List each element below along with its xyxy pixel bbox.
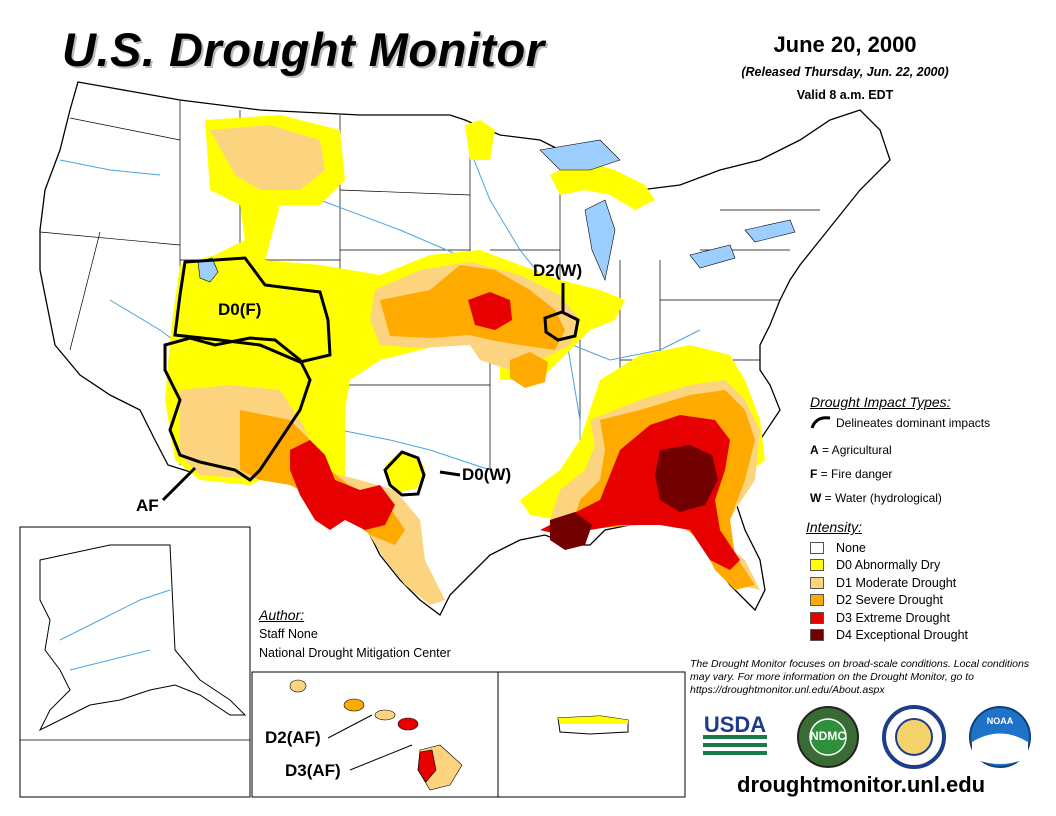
alaska-rivers (59, 589, 171, 671)
legend-label: D4 Exceptional Drought (836, 628, 969, 643)
website-url[interactable]: droughtmonitor.unl.edu (737, 772, 986, 797)
noaa-logo-text: NOAA (986, 716, 1014, 726)
legend-label: D0 Abnormally Dry (836, 558, 941, 573)
label-hawaii-d2af: D2(AF) (265, 728, 321, 747)
label-d0f: D0(F) (218, 300, 262, 319)
label-d0w: D0(W) (462, 465, 512, 484)
ndmc-logo-text: NDMC (810, 729, 846, 743)
legend-item-d2: D2 Severe Drought (810, 592, 968, 610)
d4-areas (550, 445, 718, 550)
impact-line-icon (810, 416, 831, 429)
impact-code: A (810, 443, 819, 457)
impact-fire: F = Fire danger (810, 467, 892, 481)
impact-agricultural: A = Agricultural (810, 443, 892, 457)
water-bodies (197, 139, 796, 283)
author-heading: Author: (259, 607, 305, 623)
legend-label: D3 Extreme Drought (836, 610, 950, 625)
intensity-legend: None D0 Abnormally Dry D1 Moderate Droug… (810, 539, 968, 644)
hawaii-inset-frame (251, 671, 499, 798)
page-title: U.S. Drought Monitor (62, 23, 545, 76)
disclaimer-note: The Drought Monitor focuses on broad-sca… (690, 658, 1030, 696)
legend-label: None (836, 540, 866, 555)
puerto-rico-inset-frame (497, 671, 686, 798)
legend-label: D1 Moderate Drought (836, 575, 957, 590)
hawaii-leader-lines (327, 714, 413, 771)
intensity-heading: Intensity: (806, 519, 863, 535)
legend-label: D2 Severe Drought (836, 593, 944, 608)
legend-swatch (810, 559, 824, 572)
usda-logo-text: USDA (703, 712, 767, 737)
hawaii-islands (289, 679, 463, 791)
map-date: June 20, 2000 (773, 32, 917, 57)
af-boundary (163, 336, 312, 482)
impact-water: W = Water (hydrological) (810, 491, 942, 505)
impact-types-heading: Drought Impact Types: (810, 394, 951, 410)
d0w-boundary (383, 450, 426, 497)
legend-item-d4: D4 Exceptional Drought (810, 627, 968, 645)
label-af: AF (136, 496, 159, 515)
label-hawaii-d3af: D3(AF) (285, 761, 341, 780)
legend-swatch (810, 576, 824, 589)
author-name: Staff None (259, 627, 318, 641)
legend-item-d0: D0 Abnormally Dry (810, 557, 968, 575)
impact-desc: = Fire danger (817, 467, 893, 481)
legend-swatch (810, 611, 824, 624)
valid-time: Valid 8 a.m. EDT (796, 88, 894, 102)
release-date: (Released Thursday, Jun. 22, 2000) (741, 65, 949, 79)
impact-desc: = Water (hydrological) (821, 491, 942, 505)
impact-line-key (810, 414, 832, 435)
impact-desc: = Agricultural (818, 443, 892, 457)
impact-lines (161, 256, 580, 502)
legend-swatch (810, 629, 824, 642)
legend-item-d3: D3 Extreme Drought (810, 609, 968, 627)
legend-swatch (810, 541, 824, 554)
d0f-boundary (173, 256, 332, 364)
author-org: National Drought Mitigation Center (259, 646, 451, 660)
delineates-text: Delineates dominant impacts (836, 416, 991, 430)
usda-logo (703, 735, 767, 755)
label-d2w: D2(W) (533, 261, 583, 280)
legend-swatch (810, 594, 824, 607)
impact-code: F (810, 467, 818, 481)
alaska-shape (38, 544, 247, 732)
legend-item-d1: D1 Moderate Drought (810, 574, 968, 592)
legend-item-none: None (810, 539, 968, 557)
impact-code: W (810, 491, 822, 505)
